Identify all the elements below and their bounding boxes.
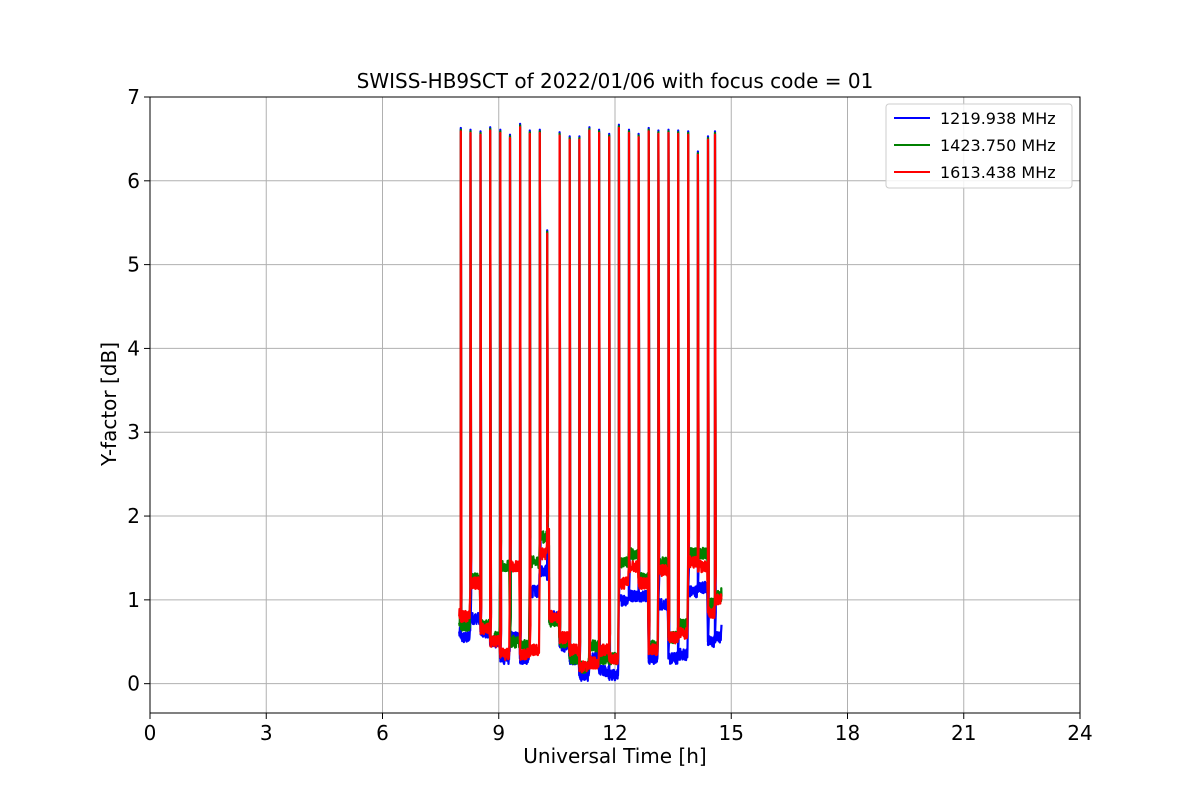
chart-title: SWISS-HB9SCT of 2022/01/06 with focus co… bbox=[357, 69, 874, 93]
legend-label: 1613.438 MHz bbox=[940, 163, 1056, 182]
y-tick-label: 7 bbox=[127, 85, 140, 109]
x-tick-label: 9 bbox=[492, 721, 505, 745]
legend-box bbox=[885, 103, 1073, 189]
y-axis-label: Y-factor [dB] bbox=[97, 342, 121, 467]
x-tick-label: 18 bbox=[835, 721, 860, 745]
y-tick-label: 6 bbox=[127, 169, 140, 193]
y-tick-label: 2 bbox=[127, 504, 140, 528]
x-tick-label: 6 bbox=[376, 721, 389, 745]
x-axis-label: Universal Time [h] bbox=[523, 744, 706, 768]
legend-label: 1423.750 MHz bbox=[940, 136, 1056, 155]
y-tick-label: 5 bbox=[127, 253, 140, 277]
x-tick-label: 15 bbox=[719, 721, 744, 745]
x-tick-label: 3 bbox=[260, 721, 273, 745]
x-tick-label: 24 bbox=[1067, 721, 1092, 745]
series-lines bbox=[458, 122, 723, 682]
x-tick-label: 12 bbox=[602, 721, 627, 745]
legend-label: 1219.938 MHz bbox=[940, 109, 1056, 128]
x-tick-label: 21 bbox=[951, 721, 976, 745]
y-tick-label: 1 bbox=[127, 588, 140, 612]
series-line bbox=[458, 126, 723, 674]
legend: 1219.938 MHz 1423.750 MHz 1613.438 MHz bbox=[885, 103, 1073, 189]
y-tick-label: 0 bbox=[127, 672, 140, 696]
x-tick-label: 0 bbox=[144, 721, 157, 745]
y-tick-label: 4 bbox=[127, 336, 140, 360]
y-tick-label: 3 bbox=[127, 420, 140, 444]
